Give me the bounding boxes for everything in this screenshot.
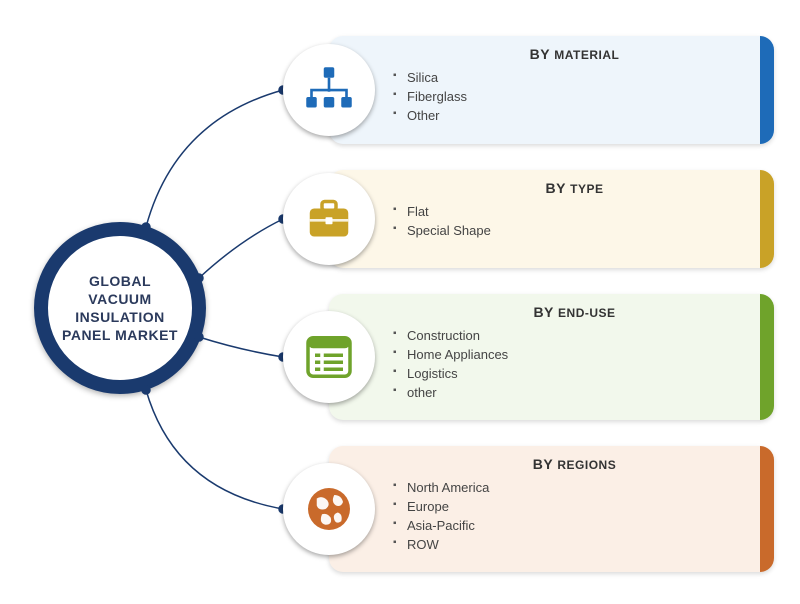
list-item: Special Shape: [393, 221, 756, 240]
list-item: other: [393, 383, 756, 402]
list-item: Asia-Pacific: [393, 516, 756, 535]
list-item: Home Appliances: [393, 345, 756, 364]
segment-regions: BY REGIONS North America Europe Asia-Pac…: [329, 446, 774, 572]
list-icon: [283, 311, 375, 403]
title-prefix: BY: [530, 46, 550, 62]
title-prefix: BY: [533, 456, 553, 472]
list-item: Other: [393, 106, 756, 125]
panel-regions: BY REGIONS North America Europe Asia-Pac…: [329, 446, 774, 572]
hierarchy-icon: [283, 44, 375, 136]
title-prefix: BY: [546, 180, 566, 196]
item-list: Construction Home Appliances Logistics o…: [393, 326, 756, 402]
list-item: Logistics: [393, 364, 756, 383]
globe-icon: [283, 463, 375, 555]
title-word: TYPE: [570, 182, 603, 196]
panel-title: BY END-USE: [393, 304, 756, 320]
list-item: Flat: [393, 202, 756, 221]
title-prefix: BY: [533, 304, 553, 320]
panel-enduse: BY END-USE Construction Home Appliances …: [329, 294, 774, 420]
briefcase-icon: [283, 173, 375, 265]
item-list: Silica Fiberglass Other: [393, 68, 756, 125]
panel-title: BY TYPE: [393, 180, 756, 196]
list-item: Europe: [393, 497, 756, 516]
title-word: MATERIAL: [554, 48, 619, 62]
list-item: Construction: [393, 326, 756, 345]
segment-material: BY MATERIAL Silica Fiberglass Other: [329, 36, 774, 144]
item-list: North America Europe Asia-Pacific ROW: [393, 478, 756, 554]
title-word: REGIONS: [557, 458, 616, 472]
list-item: Silica: [393, 68, 756, 87]
segment-type: BY TYPE Flat Special Shape: [329, 170, 774, 268]
panel-material: BY MATERIAL Silica Fiberglass Other: [329, 36, 774, 144]
panel-title: BY REGIONS: [393, 456, 756, 472]
item-list: Flat Special Shape: [393, 202, 756, 240]
list-item: North America: [393, 478, 756, 497]
panel-title: BY MATERIAL: [393, 46, 756, 62]
panel-type: BY TYPE Flat Special Shape: [329, 170, 774, 268]
segment-enduse: BY END-USE Construction Home Appliances …: [329, 294, 774, 420]
title-word: END-USE: [558, 306, 616, 320]
list-item: ROW: [393, 535, 756, 554]
list-item: Fiberglass: [393, 87, 756, 106]
